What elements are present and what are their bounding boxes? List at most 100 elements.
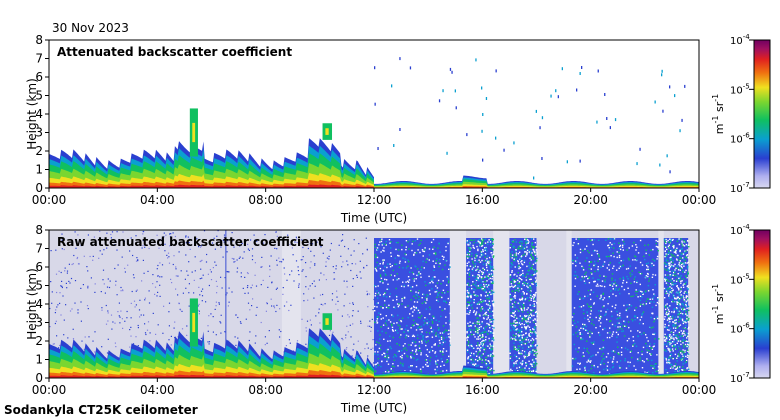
noise-pixel: [657, 246, 659, 249]
noise-pixel: [674, 365, 676, 367]
noise-pixel: [589, 313, 592, 315]
noise-pixel: [621, 354, 623, 356]
noise-pixel: [108, 286, 111, 289]
noise-pixel: [587, 318, 589, 321]
noise-pixel: [437, 327, 440, 329]
noise-pixel: [529, 329, 531, 331]
noise-pixel: [466, 297, 468, 300]
noise-pixel: [523, 281, 525, 284]
noise-pixel: [173, 255, 175, 257]
speck: [377, 147, 379, 150]
noise-pixel: [435, 260, 438, 262]
noise-pixel: [480, 342, 482, 344]
noise-pixel: [686, 298, 689, 300]
noise-pixel: [517, 272, 519, 274]
noise-pixel: [481, 334, 484, 336]
noise-pixel: [531, 256, 534, 258]
noise-pixel: [200, 245, 202, 247]
noise-pixel: [668, 280, 670, 283]
noise-pixel: [149, 340, 151, 342]
noise-pixel: [387, 263, 389, 265]
noise-pixel: [386, 349, 388, 351]
noise-pixel: [588, 276, 590, 278]
noise-pixel: [377, 351, 379, 353]
noise-pixel: [275, 310, 277, 313]
noise-pixel: [347, 264, 349, 266]
noise-pixel: [214, 248, 216, 250]
noise-pixel: [325, 265, 327, 267]
noise-pixel: [229, 238, 231, 240]
speck: [679, 129, 681, 133]
noise-pixel: [524, 343, 526, 345]
noise-pixel: [610, 284, 612, 286]
noise-pixel: [491, 348, 493, 350]
noise-pixel: [492, 335, 495, 337]
y-tick-label: 3: [35, 316, 43, 330]
noise-pixel: [438, 259, 441, 261]
noise-pixel: [521, 255, 523, 257]
noise-pixel: [227, 305, 229, 307]
noise-pixel: [599, 275, 601, 277]
noise-pixel: [238, 257, 240, 259]
noise-pixel: [529, 267, 531, 269]
noise-pixel: [680, 294, 682, 296]
noise-pixel: [531, 359, 534, 361]
noise-pixel: [377, 354, 379, 356]
noise-pixel: [602, 292, 605, 295]
noise-pixel: [269, 269, 271, 271]
speck: [374, 102, 376, 106]
noise-pixel: [668, 349, 671, 351]
noise-pixel: [593, 372, 595, 374]
noise-pixel: [639, 239, 642, 242]
noise-pixel: [587, 369, 590, 372]
noise-pixel: [475, 254, 477, 256]
colorbar-unit-attenuated: m-1 sr-1: [711, 94, 726, 134]
noise-pixel: [513, 334, 515, 337]
noise-pixel: [677, 340, 680, 342]
noise-pixel: [671, 311, 673, 313]
noise-pixel: [671, 261, 674, 264]
noise-pixel: [351, 315, 354, 317]
noise-pixel: [422, 366, 424, 368]
noise-pixel: [302, 256, 304, 258]
noise-pixel: [577, 331, 579, 333]
noise-pixel: [352, 310, 354, 312]
noise-pixel: [606, 336, 609, 339]
noise-pixel: [468, 256, 470, 258]
noise-pixel: [642, 303, 644, 305]
noise-pixel: [421, 342, 423, 344]
noise-pixel: [683, 332, 685, 335]
noise-pixel: [511, 285, 513, 287]
noise-pixel: [617, 346, 619, 348]
noise-pixel: [666, 290, 669, 292]
noise-pixel: [289, 244, 291, 246]
noise-pixel: [114, 322, 116, 324]
noise-pixel: [614, 279, 616, 281]
noise-pixel: [640, 272, 643, 275]
noise-pixel: [489, 307, 491, 309]
noise-pixel: [371, 363, 373, 365]
noise-pixel: [437, 293, 439, 295]
noise-pixel: [656, 317, 659, 320]
noise-pixel: [651, 262, 653, 265]
noise-pixel: [68, 263, 70, 265]
noise-pixel: [94, 351, 96, 353]
noise-pixel: [77, 263, 80, 265]
noise-pixel: [582, 305, 585, 307]
noise-pixel: [446, 276, 448, 278]
noise-pixel: [484, 313, 486, 315]
noise-pixel: [520, 366, 522, 368]
noise-pixel: [374, 292, 377, 295]
noise-pixel: [239, 245, 241, 247]
noise-pixel: [590, 305, 592, 307]
noise-pixel: [621, 330, 623, 333]
noise-pixel: [669, 351, 671, 353]
noise-pixel: [449, 333, 451, 335]
noise-pixel: [447, 360, 449, 362]
noise-pixel: [512, 365, 515, 367]
noise-pixel: [590, 360, 592, 362]
noise-pixel: [281, 261, 283, 263]
noise-pixel: [215, 305, 217, 307]
noise-pixel: [652, 297, 654, 299]
noise-pixel: [443, 337, 445, 339]
